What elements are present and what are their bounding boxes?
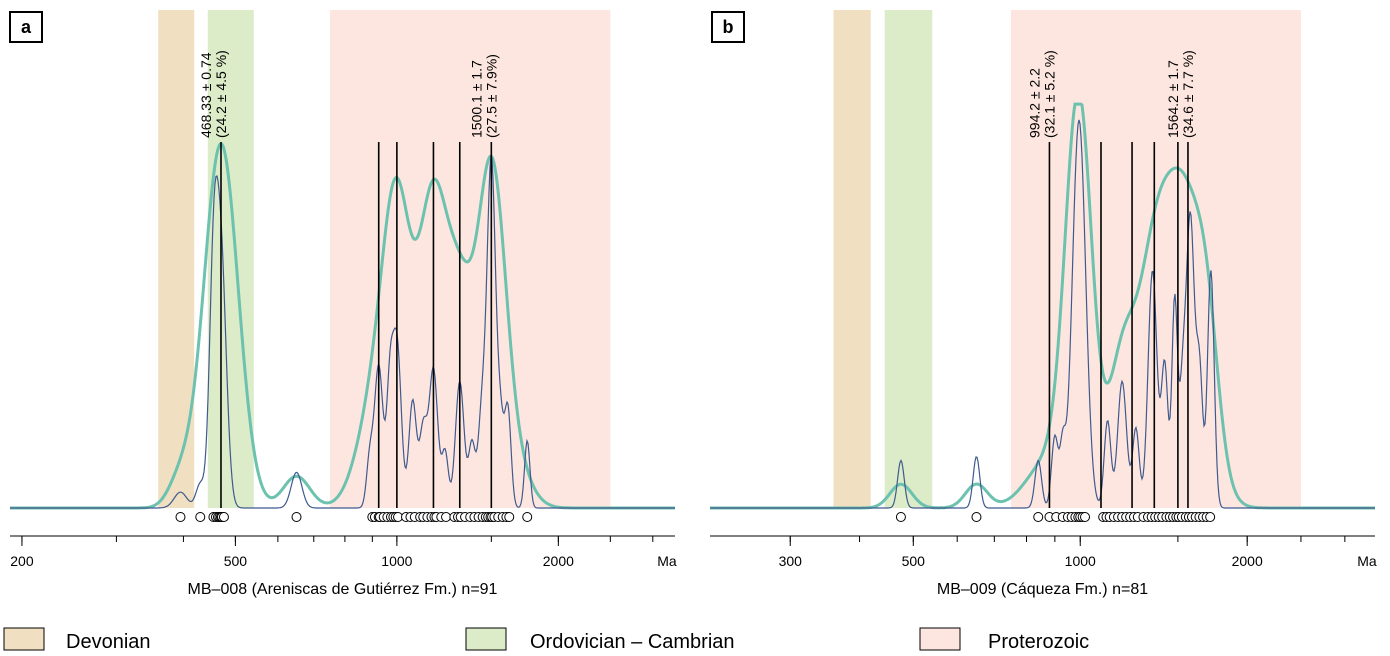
peak-label-value: 994.2 ± 2.2 [1026,68,1042,138]
x-tick-label: 500 [224,553,248,569]
legend-label-ordovician-cambrian: Ordovician – Cambrian [530,631,735,653]
panel-a: 468.33 ± 0.74 (24.2 ± 4.5 %) 1500.1 ± 1.7(… [9,10,677,598]
sample-age-marker [441,512,452,522]
pdp-curve-b [710,119,1375,509]
x-axis-title: MB–009 (Cáqueza Fm.) n=81 [937,581,1148,598]
legend-label-proterozoic: Proterozoic [988,631,1089,653]
x-tick-label: 1000 [1065,553,1096,569]
x-axis-unit: Ma [1357,553,1377,569]
legend-swatch-ordovician-cambrian [465,627,507,651]
peak-label-percent: (32.1 ± 5.2 %) [1041,50,1057,138]
band-devonian [158,10,195,508]
sample-age-marker [291,512,302,522]
peak-label-value: 468.33 ± 0.74 [198,52,214,138]
band-ordovician-cambrian [884,10,933,508]
panel-label: b [723,17,734,37]
legend-swatch-devonian [3,627,45,651]
band-proterozoic [1010,10,1301,508]
panel-label: a [21,17,32,37]
sample-age-marker [971,512,982,522]
x-tick-label: 200 [10,553,34,569]
panel-label-box [711,11,745,43]
sample-age-marker [1033,512,1044,522]
x-tick-label: 1000 [381,553,412,569]
legend: Devonian Ordovician – Cambrian Proterozo… [3,627,1089,653]
sample-age-marker [1080,512,1091,522]
peak-label-value: 1500.1 ± 1.7 [468,60,484,138]
x-axis-title: MB–008 (Areniscas de Gutiérrez Fm.) n=91 [188,581,498,598]
x-tick-label: 2000 [1232,553,1263,569]
band-ordovician-cambrian [207,10,254,508]
peak-label-percent: (24.2 ± 4.5 %) [213,50,229,138]
band-devonian [833,10,871,508]
sample-age-marker [1205,512,1216,522]
peak-label-value: 1564.2 ± 1.7 [1165,60,1181,138]
x-tick-label: 300 [779,553,803,569]
legend-swatch-proterozoic [919,627,961,651]
x-tick-label: 2000 [543,553,574,569]
legend-label-devonian: Devonian [66,631,151,653]
sample-age-marker [218,512,229,522]
peak-label-percent: (27.5 ± 7.9%) [483,54,499,138]
sample-age-marker [504,512,515,522]
pdp-curve-a [10,154,675,509]
sample-age-marker [175,512,186,522]
sample-age-marker [195,512,206,522]
panel-b: 994.2 ± 2.2 (32.1 ± 5.2 %) 1564.2 ± 1.7 (34… [710,10,1377,598]
x-tick-label: 500 [902,553,926,569]
panel-label-box [9,11,43,43]
sample-age-marker [895,512,906,522]
x-axis-unit: Ma [657,553,677,569]
sample-age-marker [522,512,533,522]
peak-label-percent: (34.6 ± 7.7 %) [1180,50,1196,138]
